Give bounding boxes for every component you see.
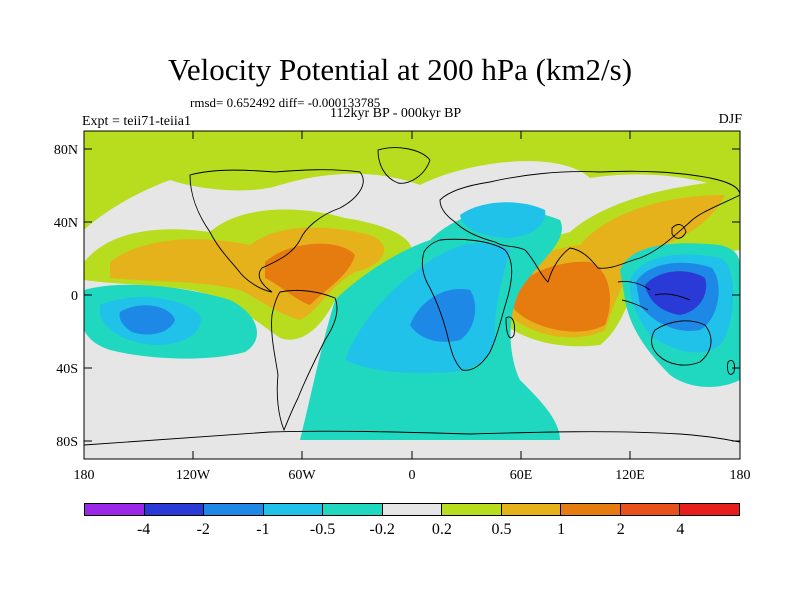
colorbar-segment: [323, 504, 383, 515]
lon-label-180e: 180: [730, 468, 751, 483]
contour-pacific-west-3: [645, 271, 707, 315]
coast-eurasia: [439, 170, 740, 283]
coast-australia: [651, 320, 712, 366]
coast-madagascar: [505, 316, 515, 339]
colorbar-label: 2: [616, 521, 625, 538]
lon-label-60e: 60E: [510, 468, 533, 483]
lat-label-0: 0: [71, 289, 78, 304]
colorbar-segment: [442, 504, 502, 515]
colorbar-segment: [382, 504, 443, 515]
coast-indonesia: [617, 281, 691, 311]
colorbar-label: 0.2: [431, 521, 452, 538]
contour-atlantic-north: [460, 202, 546, 238]
experiment-label: Expt = teii71-teiia1: [82, 114, 191, 129]
lat-labels: 80N 40N 0 40S 80S: [54, 143, 78, 450]
plot-title: Velocity Potential at 200 hPa (km2/s): [167, 52, 633, 87]
coast-africa: [421, 238, 513, 371]
colorbar-segment: [680, 504, 740, 515]
colorbar-segment: [263, 504, 324, 515]
lat-label-80s: 80S: [56, 435, 78, 450]
colorbar-label: -0.5: [309, 521, 336, 538]
colorbar-label: 0.5: [491, 521, 512, 538]
stats-line: rmsd= 0.652492 diff= -0.000133785: [190, 95, 381, 110]
colorbar-segment: [144, 504, 205, 515]
season-label: DJF: [718, 112, 742, 127]
colorbar-segment: [85, 504, 145, 515]
coast-north-america: [189, 169, 364, 293]
period-label: 112kyr BP - 000kyr BP: [330, 106, 462, 121]
lon-label-0: 0: [409, 468, 416, 483]
lat-label-40s: 40S: [56, 362, 78, 377]
colorbar-label: 1: [557, 521, 566, 538]
contour-atlantic-2: [410, 289, 476, 342]
contour-south-band: [84, 387, 300, 420]
colorbar: [84, 503, 740, 516]
lat-ticks: [84, 148, 740, 442]
contour-americas-2: [265, 243, 355, 305]
colorbar-label: -0.2: [369, 521, 395, 538]
colorbar-segment: [561, 504, 621, 515]
contour-pacific-east-2: [119, 305, 175, 335]
coast-south-america: [271, 289, 338, 432]
colorbar-segment: [204, 504, 264, 515]
contour-asia-2: [509, 261, 610, 332]
lon-label-60w: 60W: [288, 468, 316, 483]
lon-labels: 180 120W 60W 0 60E 120E 180: [74, 468, 751, 483]
colorbar-segment: [620, 504, 681, 515]
lon-ticks: [83, 131, 741, 459]
colorbar-segment: [501, 504, 562, 515]
lat-label-80n: 80N: [54, 143, 78, 158]
lon-label-120w: 120W: [176, 468, 211, 483]
colorbar-label: -4: [136, 521, 151, 538]
lon-label-180w: 180: [74, 468, 95, 483]
colorbar-label: -2: [196, 521, 210, 538]
colorbar-label: -1: [256, 521, 270, 538]
colorbar-label: 4: [676, 521, 685, 538]
coast-japan: [671, 224, 687, 239]
coast-new-zealand: [727, 360, 735, 375]
lon-label-120e: 120E: [615, 468, 645, 483]
contour-polar-gap: [300, 177, 410, 202]
coast-greenland: [377, 147, 431, 184]
coast-antarctica: [84, 430, 740, 446]
coastlines: [84, 147, 740, 446]
lat-label-40n: 40N: [54, 216, 78, 231]
